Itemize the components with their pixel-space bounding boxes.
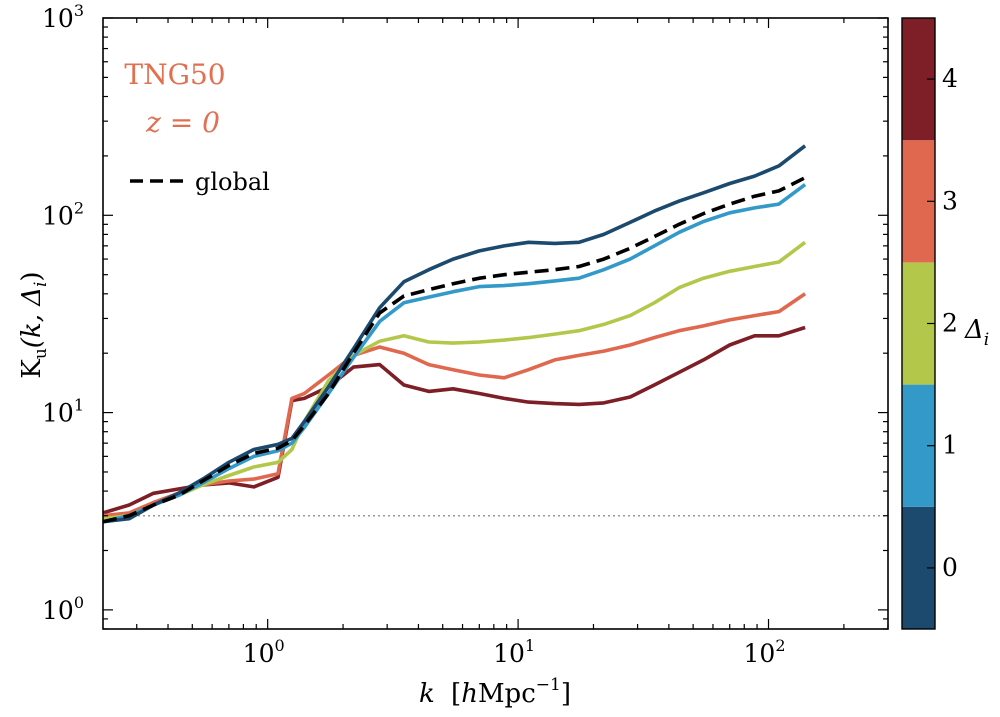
series-line-2 bbox=[103, 240, 807, 521]
plot-background bbox=[103, 18, 888, 629]
x-tick-label: 102 bbox=[744, 636, 786, 668]
svg-text:Ku(k, Δi): Ku(k, Δi) bbox=[17, 271, 51, 378]
colorbar: 0 1 2 3 4 Δi bbox=[901, 17, 989, 630]
colorbar-tick-label: 3 bbox=[942, 186, 958, 215]
colorbar-tick-label: 1 bbox=[942, 431, 958, 460]
series-line-global bbox=[103, 176, 806, 524]
legend: global bbox=[130, 168, 270, 196]
legend-label-global: global bbox=[195, 168, 270, 196]
series-layer bbox=[103, 144, 807, 524]
series-line-1 bbox=[103, 183, 807, 524]
y-tick-label: 100 bbox=[42, 593, 84, 625]
colorbar-ticks: 0 1 2 3 4 bbox=[927, 64, 958, 582]
colorbar-tick-label: 0 bbox=[942, 553, 958, 582]
plot-area bbox=[102, 17, 889, 630]
y-tick-label: 103 bbox=[42, 1, 84, 33]
x-tick-label: 100 bbox=[243, 636, 285, 668]
y-tick-labels: 100 101 102 103 bbox=[42, 1, 84, 625]
colorbar-tick-label: 4 bbox=[942, 64, 958, 93]
ticks-layer bbox=[103, 17, 889, 630]
x-axis-label: k [hMpc−1] bbox=[419, 675, 571, 709]
x-tick-labels: 100 101 102 bbox=[243, 636, 786, 668]
x-tick-label: 101 bbox=[493, 636, 535, 668]
colorbar-tick-label: 2 bbox=[942, 309, 958, 338]
y-tick-label: 101 bbox=[42, 396, 84, 428]
series-line-3 bbox=[103, 292, 807, 518]
plot-frame bbox=[102, 17, 889, 630]
series-line-0 bbox=[103, 144, 807, 524]
y-axis-label: Ku(k, Δi) bbox=[17, 271, 51, 378]
y-tick-label: 102 bbox=[42, 198, 84, 230]
colorbar-label: Δi bbox=[964, 315, 989, 350]
annotation-redshift: z = 0 bbox=[145, 106, 220, 139]
annotation-simulation: TNG50 bbox=[124, 58, 225, 91]
